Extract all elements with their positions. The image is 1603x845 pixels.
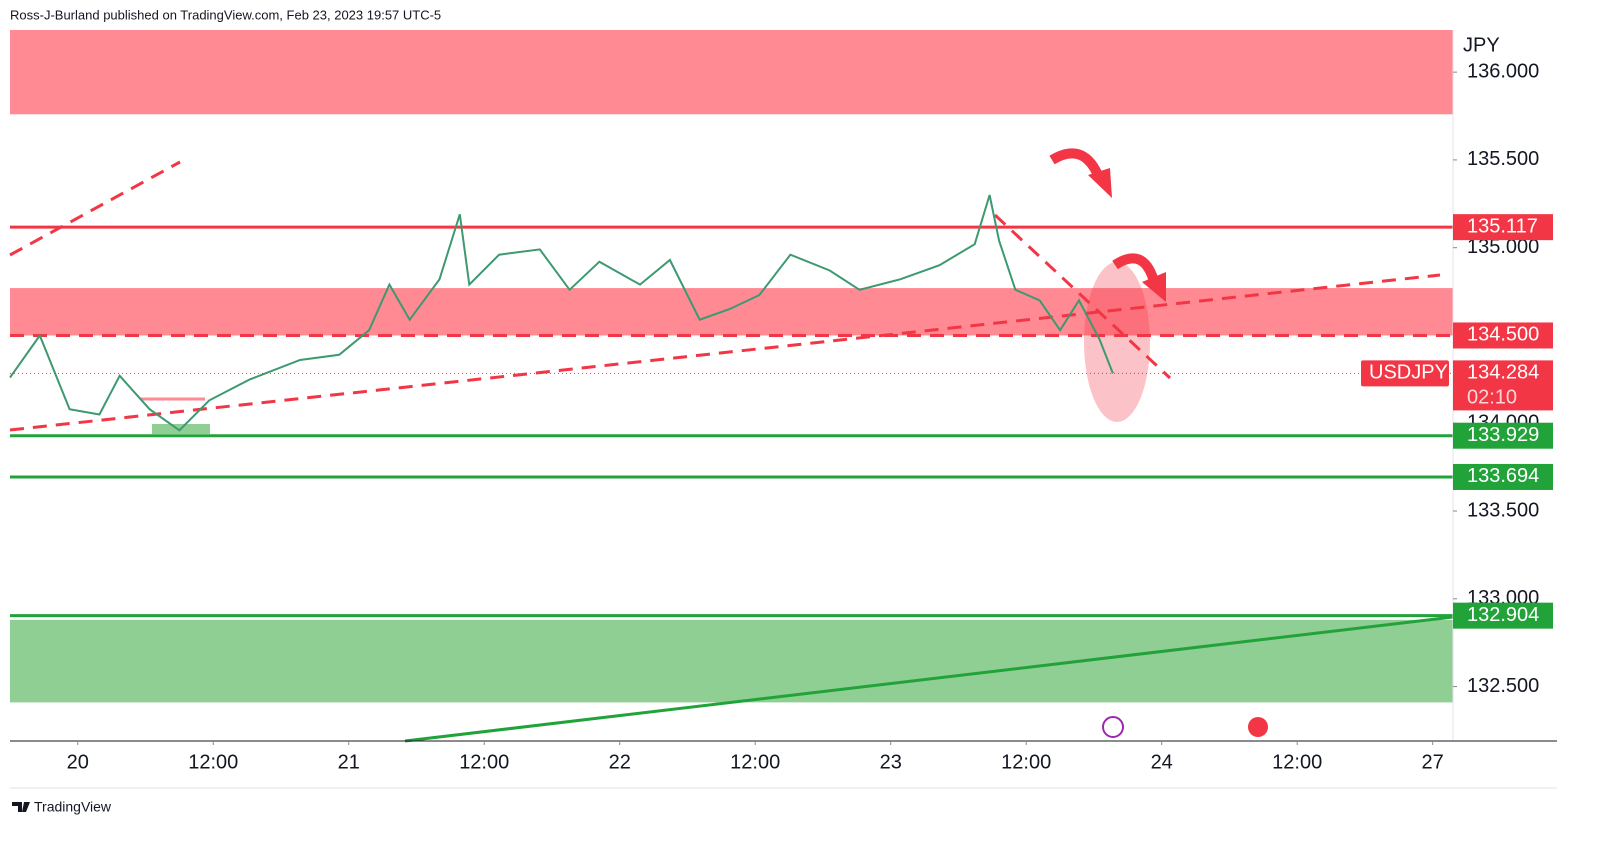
arrow-head [1088, 168, 1112, 198]
event-icon [1102, 716, 1124, 738]
zone [10, 619, 1453, 703]
price-line [9, 194, 1114, 432]
symbol-label: USDJPY [1369, 362, 1448, 384]
level-label-box [1453, 214, 1553, 241]
trendline [9, 160, 181, 257]
arrow-head [1142, 272, 1166, 302]
y-tick-label: 133.500 [1467, 499, 1539, 521]
level-label: 134.500 [1467, 324, 1539, 346]
x-tick-label: 24 [1151, 751, 1173, 773]
level-label: 133.694 [1467, 465, 1539, 487]
event-icon [1248, 717, 1268, 737]
zone [10, 288, 1453, 336]
highlight [1084, 262, 1150, 422]
x-tick-label: 27 [1422, 751, 1444, 773]
x-tick-label: 12:00 [459, 751, 509, 773]
x-tick-label: 21 [338, 751, 360, 773]
level-label: 135.117 [1467, 215, 1538, 237]
drawings [9, 148, 1454, 743]
last-price-box [1453, 360, 1553, 411]
level-label-box [1453, 322, 1553, 349]
x-tick-label: 12:00 [1001, 751, 1051, 773]
level-label-box [1453, 422, 1553, 449]
level-label-box [1453, 602, 1553, 629]
level-label-box [1453, 463, 1553, 490]
header: Ross-J-Burland published on TradingView.… [10, 7, 441, 22]
countdown-label: 02:10 [1467, 387, 1517, 409]
symbol-box [1361, 360, 1449, 387]
x-tick-label: 22 [609, 751, 631, 773]
level-label: 132.904 [1467, 604, 1539, 626]
footer-brand: TradingView [34, 799, 112, 815]
y-tick-label: 135.500 [1467, 148, 1539, 170]
level-label: 133.929 [1467, 424, 1539, 446]
y-tick-label: 136.000 [1467, 60, 1539, 82]
x-tick-label: 12:00 [1272, 751, 1322, 773]
trendline [993, 213, 1172, 380]
trendline [9, 273, 1441, 432]
x-tick-label: 23 [880, 751, 902, 773]
y-tick-label: 135.000 [1467, 236, 1539, 258]
y-tick-label: 132.500 [1467, 675, 1539, 697]
currency: JPY [1463, 34, 1500, 56]
zone [10, 30, 1453, 115]
trendline [404, 615, 1454, 743]
x-tick-label: 20 [67, 751, 89, 773]
x-tick-label: 12:00 [730, 751, 780, 773]
x-tick-label: 12:00 [188, 751, 238, 773]
last-price-label: 134.284 [1467, 362, 1539, 384]
logo [12, 802, 30, 812]
